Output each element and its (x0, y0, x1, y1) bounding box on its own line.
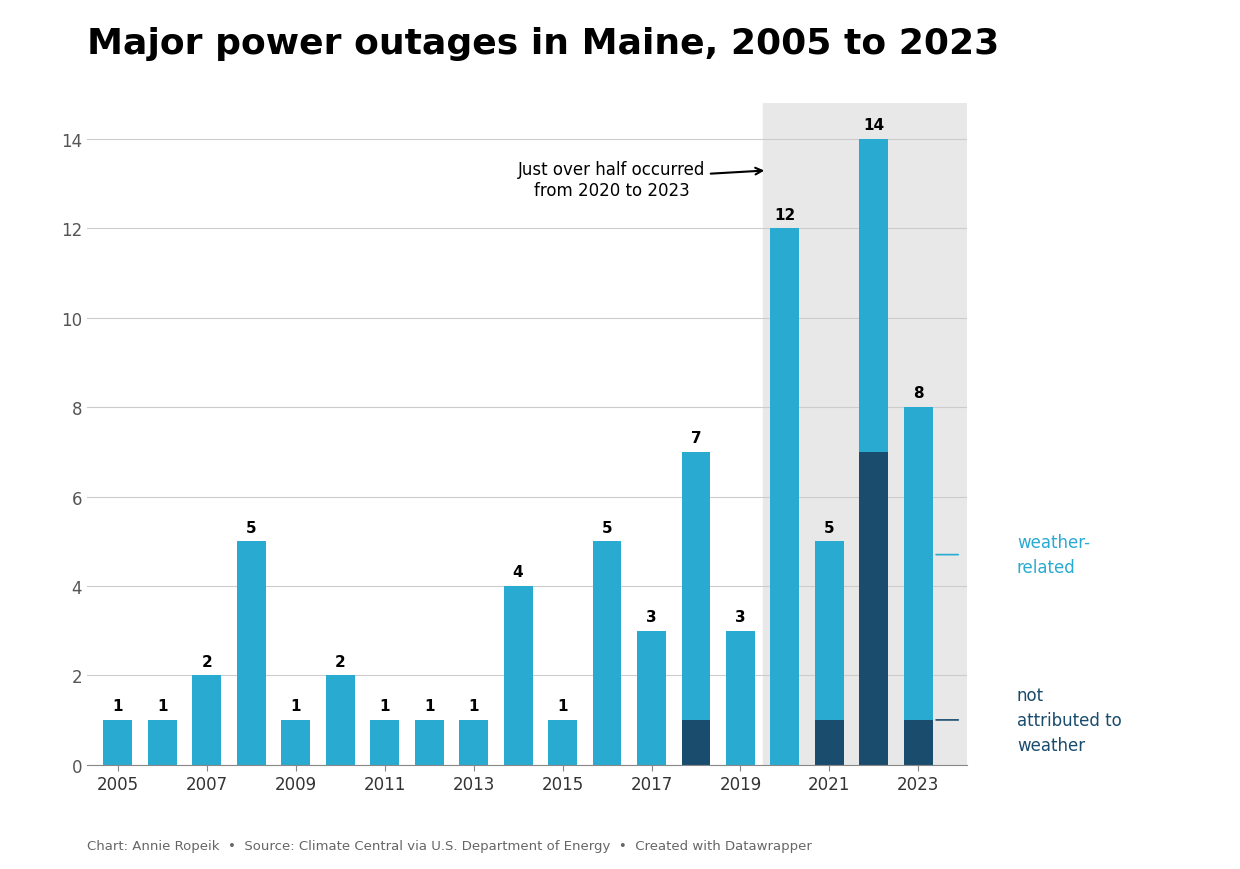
Bar (192, 675, 221, 765)
Text: 12: 12 (774, 208, 796, 222)
Text: 3: 3 (646, 609, 657, 624)
Text: 4: 4 (513, 565, 523, 580)
Bar (103, 720, 133, 765)
Bar (459, 720, 489, 765)
Text: 2: 2 (335, 653, 346, 669)
Bar (548, 720, 577, 765)
Bar (682, 453, 711, 720)
Bar (414, 720, 444, 765)
Text: 5: 5 (825, 520, 835, 535)
Text: 1: 1 (557, 699, 568, 713)
Text: 7: 7 (691, 431, 702, 446)
Text: 1: 1 (379, 699, 389, 713)
Bar (637, 631, 666, 765)
Bar (904, 408, 932, 720)
Text: 2: 2 (201, 653, 212, 669)
Bar (326, 675, 355, 765)
Bar (371, 720, 399, 765)
Bar (815, 541, 843, 720)
Text: 1: 1 (157, 699, 167, 713)
Text: 3: 3 (735, 609, 745, 624)
Bar (770, 229, 800, 765)
Text: Just over half occurred
from 2020 to 2023: Just over half occurred from 2020 to 202… (518, 161, 763, 200)
Text: 5: 5 (601, 520, 613, 535)
Text: 5: 5 (246, 520, 257, 535)
Text: 1: 1 (469, 699, 479, 713)
Text: 1: 1 (424, 699, 434, 713)
Text: 1: 1 (290, 699, 301, 713)
Text: Major power outages in Maine, 2005 to 2023: Major power outages in Maine, 2005 to 20… (87, 27, 999, 61)
Bar (503, 587, 532, 765)
Bar (763, 104, 1012, 765)
Text: 14: 14 (863, 118, 884, 133)
Text: not
attributed to
weather: not attributed to weather (1017, 687, 1121, 754)
Bar (237, 541, 265, 765)
Text: 1: 1 (113, 699, 123, 713)
Bar (148, 720, 177, 765)
Bar (859, 453, 888, 765)
Bar (904, 720, 932, 765)
Bar (281, 720, 310, 765)
Text: 8: 8 (913, 386, 924, 401)
Bar (593, 541, 621, 765)
Bar (682, 720, 711, 765)
Text: Chart: Annie Ropeik  •  Source: Climate Central via U.S. Department of Energy  •: Chart: Annie Ropeik • Source: Climate Ce… (87, 839, 812, 852)
Text: weather-
related: weather- related (1017, 534, 1090, 576)
Bar (725, 631, 755, 765)
Bar (859, 140, 888, 453)
Bar (815, 720, 843, 765)
